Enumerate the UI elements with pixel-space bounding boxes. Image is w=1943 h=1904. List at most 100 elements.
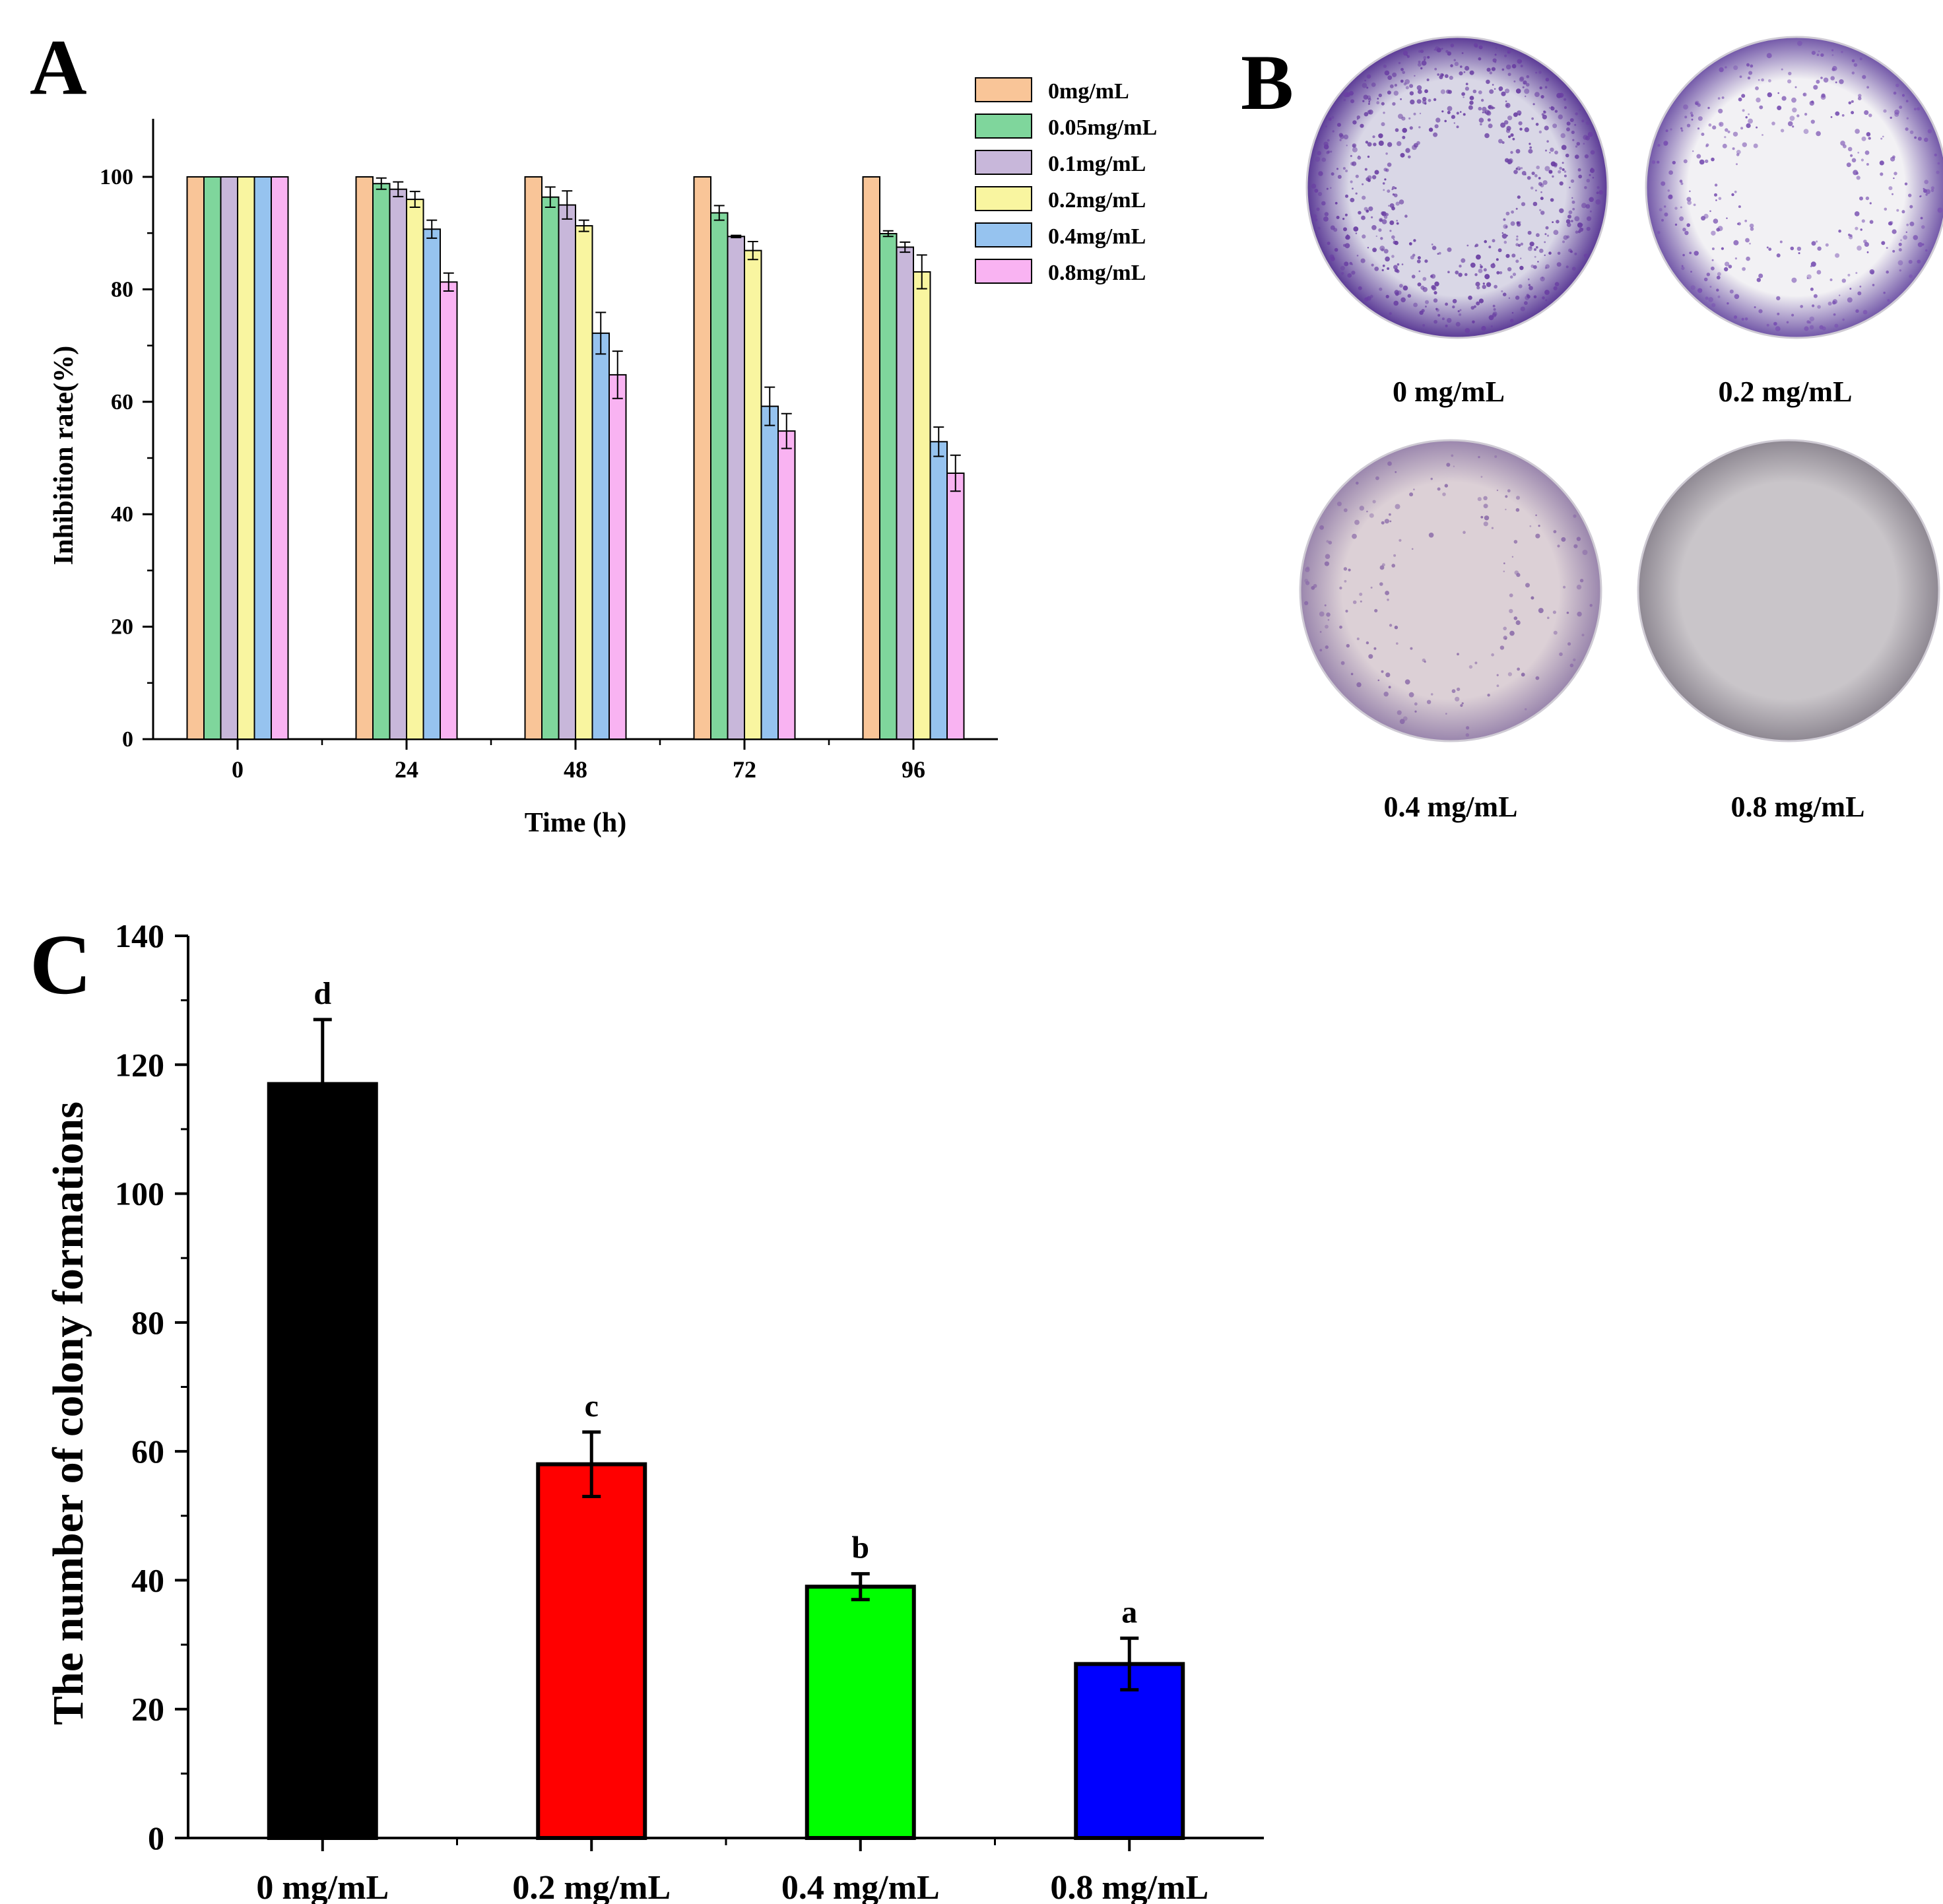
colony-dot — [1330, 225, 1335, 230]
colony-dot — [1388, 205, 1390, 207]
colony-dot — [1589, 174, 1591, 176]
colony-dot — [1366, 209, 1369, 213]
colony-dot — [1325, 125, 1327, 127]
colony-dot — [1525, 583, 1530, 588]
colony-dot — [1536, 233, 1540, 238]
colony-dot — [1482, 282, 1485, 285]
colony-dot — [1538, 71, 1542, 74]
colony-dot — [1853, 63, 1858, 67]
x-tick-label: 0.4 mg/mL — [781, 1869, 940, 1904]
colony-dot — [1755, 86, 1759, 90]
error-bar — [900, 241, 911, 253]
colony-dot — [1408, 242, 1412, 246]
colony-dot — [1501, 290, 1503, 292]
colony-dot — [1327, 242, 1331, 246]
colony-dot — [1331, 115, 1334, 119]
colony-dot — [1725, 261, 1730, 267]
bar-0.1mg/mL-96h — [896, 246, 914, 740]
colony-dot — [1509, 608, 1513, 614]
colony-dot — [1496, 271, 1500, 275]
colony-dot — [1527, 246, 1532, 251]
colony-dot — [1351, 271, 1356, 275]
significance-letter: a — [1121, 1594, 1137, 1629]
colony-dot — [1821, 93, 1826, 98]
colony-dot — [1725, 128, 1729, 132]
significance-letter: d — [313, 976, 331, 1011]
colony-dot — [1474, 245, 1477, 247]
colony-dot — [1809, 325, 1814, 330]
colony-dot — [1473, 43, 1478, 48]
colony-dot — [1899, 269, 1901, 272]
colony-dot — [1513, 170, 1518, 174]
colony-dot — [1400, 98, 1402, 100]
colony-dot — [1908, 193, 1912, 197]
colony-dot — [1305, 581, 1310, 585]
colony-dot — [1768, 247, 1772, 251]
colony-dot — [1352, 161, 1357, 166]
colony-dot — [1480, 515, 1484, 519]
panel-b-colony-dishes: 0 mg/mL 0.2 mg/mL 0.4 mg/mL 0.8 mg/mL — [1299, 36, 1943, 823]
colony-dot — [1505, 226, 1508, 228]
bar-0.4mg/mL-72h — [760, 405, 779, 740]
colony-dot — [1389, 84, 1394, 88]
colony-dot — [1491, 106, 1494, 110]
colony-dot — [1584, 154, 1589, 158]
colony-dot — [1526, 75, 1530, 79]
colony-dot — [1480, 263, 1482, 266]
colony-dot — [1590, 150, 1595, 155]
y-tick-label: 80 — [131, 1304, 164, 1341]
error-bar — [376, 177, 387, 190]
colony-dot — [1733, 315, 1738, 319]
colony-dot — [1553, 230, 1559, 235]
colony-dot — [1367, 98, 1371, 102]
colony-dot — [1486, 67, 1491, 72]
colony-dot — [1597, 186, 1600, 189]
colony-dot — [1566, 222, 1571, 228]
colony-dot — [1395, 292, 1399, 296]
colony-dot — [1382, 182, 1385, 185]
colony-dot — [1832, 65, 1837, 71]
colony-dot — [1531, 172, 1535, 176]
colony-dot — [1476, 286, 1480, 290]
colony-dot — [1736, 153, 1740, 156]
colony-dot — [1519, 127, 1523, 131]
colony-dot — [1378, 228, 1382, 232]
colony-dot — [1712, 125, 1717, 130]
colony-dot — [1534, 92, 1540, 98]
colony-dot — [1356, 115, 1360, 119]
bar-0.8mg/mL-24h — [440, 281, 458, 740]
colony-dot — [1343, 227, 1347, 232]
colony-dot — [1371, 216, 1373, 218]
colony-dot — [1575, 230, 1579, 234]
colony-dot — [1384, 519, 1389, 524]
colony-dot — [1552, 175, 1554, 178]
colony-dot — [1317, 191, 1323, 197]
colony-dot — [1585, 204, 1591, 209]
colony-dot — [1809, 316, 1814, 321]
colony-dot — [1520, 65, 1523, 67]
colony-dot — [1573, 544, 1578, 548]
colony-dot — [1484, 274, 1490, 280]
colony-dot — [1580, 223, 1583, 226]
colony-dot — [1527, 230, 1532, 235]
colony-dot — [1711, 247, 1715, 250]
colony-dot — [1768, 79, 1771, 82]
colony-dot — [1572, 139, 1575, 141]
colony-dot — [1362, 234, 1366, 239]
colony-dot — [1411, 548, 1414, 550]
colony-dot — [1364, 79, 1366, 82]
colony-dot — [1545, 226, 1549, 230]
colony-dot — [1474, 661, 1478, 665]
colony-dot — [1903, 235, 1908, 240]
colony-dot — [1468, 105, 1473, 110]
colony-dot — [1532, 201, 1538, 207]
colony-dot — [1738, 97, 1742, 102]
colony-dot — [1455, 696, 1460, 702]
colony-dot — [1455, 321, 1461, 327]
colony-dot — [1507, 73, 1511, 77]
colony-dot — [1348, 568, 1351, 572]
colony-dot — [1851, 59, 1855, 63]
colony-dot — [1447, 51, 1451, 56]
colony-dot — [1367, 247, 1369, 249]
colony-dot — [1428, 127, 1433, 132]
